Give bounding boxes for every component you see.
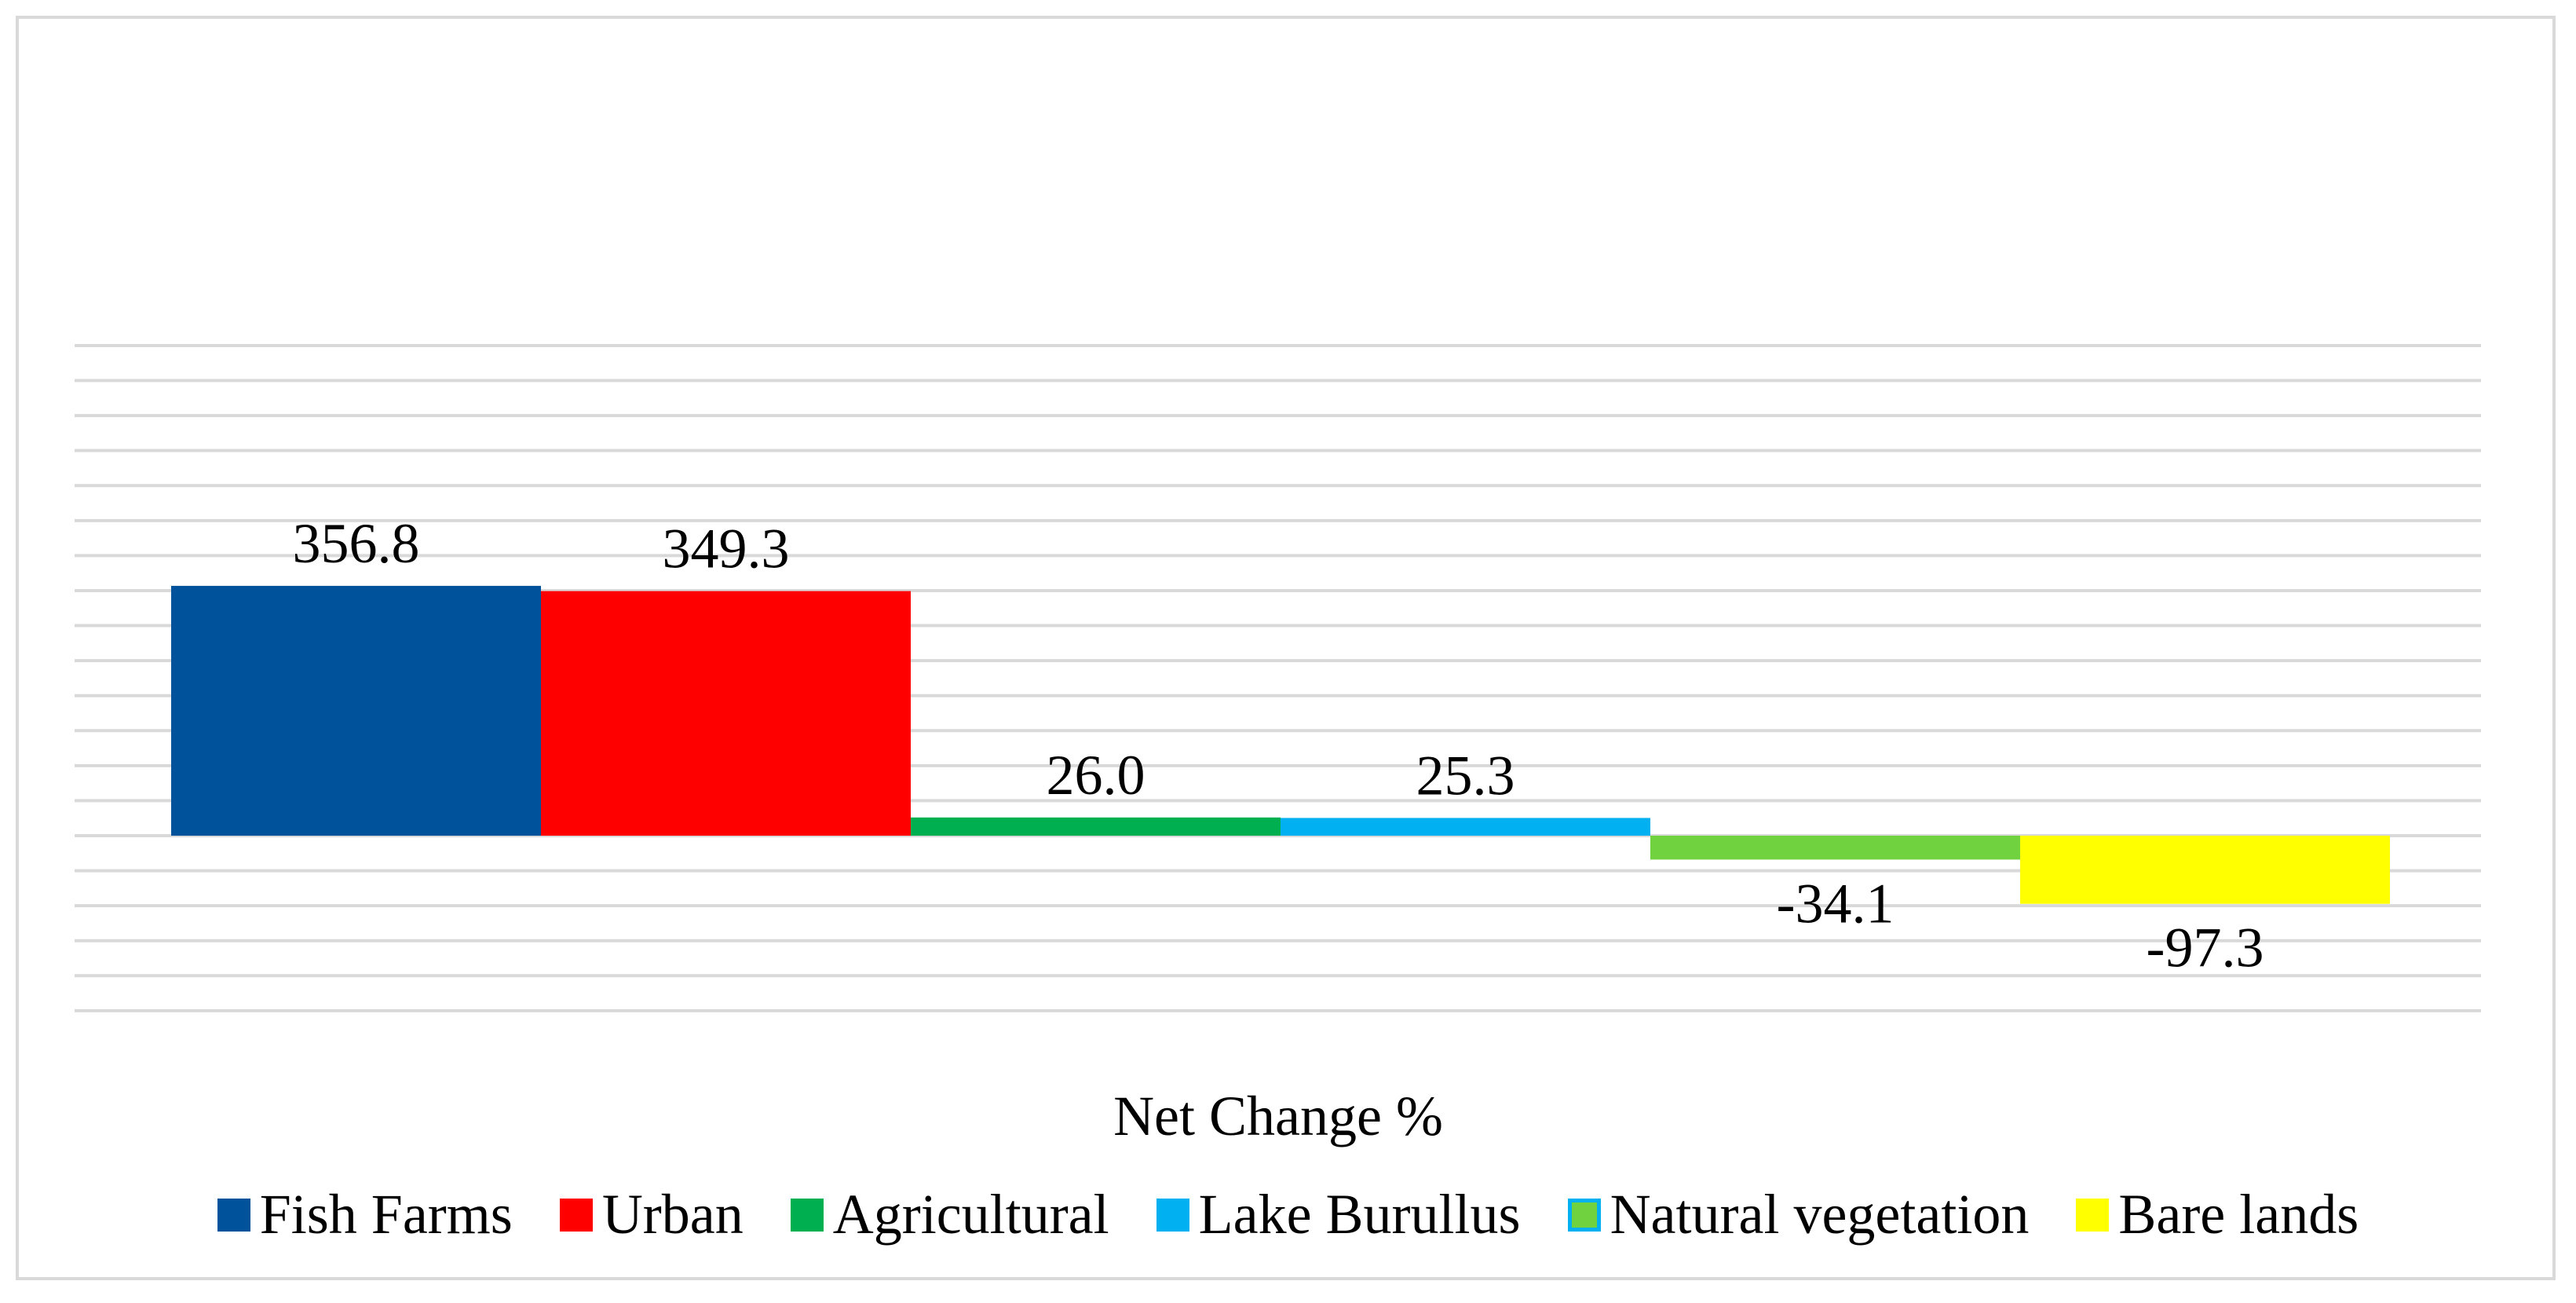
data-label-natural-vegetation: -34.1 xyxy=(1777,872,1895,935)
legend-item-agricultural: Agricultural xyxy=(790,1182,1109,1247)
legend-label-urban: Urban xyxy=(601,1183,744,1246)
legend-item-natural-vegetation: Natural vegetation xyxy=(1567,1182,2030,1247)
legend-label-lake-burullus: Lake Burullus xyxy=(1198,1183,1521,1246)
legend-swatch-lake-burullus xyxy=(1156,1198,1189,1232)
bar-lake-burullus xyxy=(1281,818,1650,836)
data-label-agricultural: 26.0 xyxy=(1047,744,1145,807)
data-label-lake-burullus: 25.3 xyxy=(1416,744,1515,807)
legend-label-fish-farms: Fish Farms xyxy=(259,1183,513,1246)
bar-fish-farms xyxy=(171,585,541,836)
data-labels: 356.8 349.3 26.0 25.3 -34.1 -97.3 xyxy=(293,512,2264,979)
bar-agricultural xyxy=(911,817,1281,836)
data-label-urban: 349.3 xyxy=(663,518,790,580)
legend-swatch-bare-lands xyxy=(2076,1198,2110,1232)
legend-swatch-agricultural xyxy=(790,1198,824,1232)
legend-label-agricultural: Agricultural xyxy=(832,1183,1109,1246)
x-axis-label: Net Change % xyxy=(1113,1085,1443,1147)
legend-swatch-natural-vegetation xyxy=(1567,1198,1601,1232)
legend-item-lake-burullus: Lake Burullus xyxy=(1156,1182,1521,1247)
bar-bare-lands xyxy=(2020,836,2390,904)
legend-label-natural-vegetation: Natural vegetation xyxy=(1610,1183,2030,1246)
bar-natural-vegetation xyxy=(1650,836,2020,860)
legend-label-bare-lands: Bare lands xyxy=(2118,1183,2359,1246)
legend-item-fish-farms: Fish Farms xyxy=(217,1182,513,1247)
legend-item-urban: Urban xyxy=(559,1182,744,1247)
bars xyxy=(171,585,2390,904)
legend-swatch-fish-farms xyxy=(217,1198,250,1232)
bar-urban xyxy=(541,591,911,836)
legend: Fish Farms Urban Agricultural Lake Burullus… xyxy=(0,1182,2576,1247)
data-label-fish-farms: 356.8 xyxy=(293,512,420,575)
legend-swatch-urban xyxy=(559,1198,593,1232)
legend-item-bare-lands: Bare lands xyxy=(2076,1182,2359,1247)
data-label-bare-lands: -97.3 xyxy=(2147,917,2264,979)
